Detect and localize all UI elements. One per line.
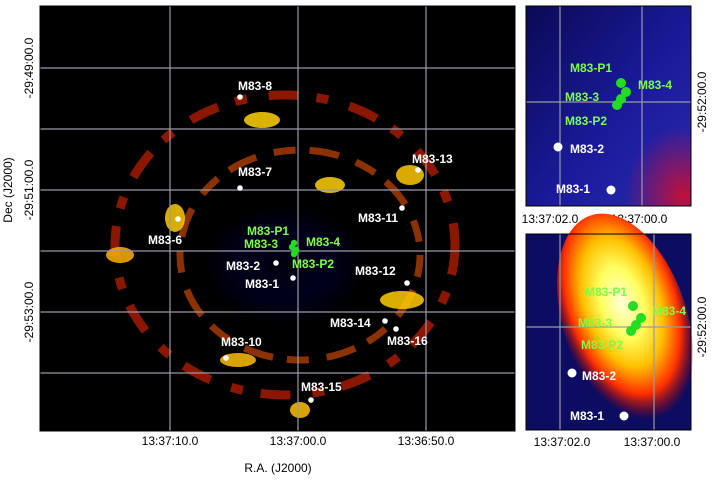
inset-bottom-marker-1: [619, 411, 629, 421]
inset-bottom-marker-2: [567, 368, 577, 378]
label-m83-10: M83-10: [221, 335, 262, 349]
y-axis-label: Dec (J2000): [1, 157, 15, 222]
label-m83-15: M83-15: [301, 380, 342, 394]
inset-bottom-label-3: M83-3: [578, 316, 612, 330]
marker-m83-14: [382, 318, 388, 324]
inset-bottom-label-p2: M83-P2: [581, 338, 623, 352]
marker-m83-12: [404, 280, 410, 286]
marker-m83-10: [223, 355, 229, 361]
inset-bottom-label-4: M83-4: [652, 304, 686, 318]
main-map-frame: [39, 5, 516, 432]
inset-bottom-y-tick: -29:52:00.0: [695, 296, 709, 357]
main-markers: [175, 94, 421, 403]
main-y-tick-2: -29:53:00.0: [22, 281, 36, 342]
label-m83-13: M83-13: [412, 152, 453, 166]
inset-bottom-marker-4: [636, 313, 646, 323]
label-m83-4: M83-4: [306, 235, 340, 249]
main-x-tick-1: 13:37:00.0: [270, 434, 327, 448]
inset-bottom-marker-p2: [626, 326, 636, 336]
label-m83-8: M83-8: [238, 79, 272, 93]
main-x-tick-0: 13:37:10.0: [142, 434, 199, 448]
label-m83-7: M83-7: [238, 165, 272, 179]
inset-bottom-label-p1: M83-P1: [585, 285, 627, 299]
inset-top-marker-p1: [616, 78, 626, 88]
main-y-tick-0: -29:49:00.0: [22, 37, 36, 98]
label-m83-2: M83-2: [226, 259, 260, 273]
inset-bottom-marker-p1: [628, 301, 638, 311]
inset-bottom-label-2: M83-2: [582, 369, 616, 383]
label-m83-12: M83-12: [355, 264, 396, 278]
main-x-tick-2: 13:36:50.0: [398, 434, 455, 448]
inset-bottom-panel: M83-P1 M83-4 M83-3 M83-P2 M83-2 M83-1: [525, 213, 694, 431]
inset-bottom-x-tick-0: 13:37:02.0: [534, 435, 591, 449]
inset-top-grid: [526, 6, 691, 206]
inset-bottom-x-tick-1: 13:37:00.0: [624, 435, 681, 449]
inset-top-marker-4: [621, 87, 631, 97]
marker-m83-11: [399, 205, 405, 211]
label-m83-11: M83-11: [358, 211, 398, 225]
label-m83-p2: M83-P2: [292, 257, 334, 271]
inset-top-label-2: M83-2: [570, 142, 604, 156]
marker-m83-6: [175, 216, 181, 222]
central-void: [205, 205, 365, 325]
main-grid: [40, 6, 515, 431]
inset-top-label-4: M83-4: [638, 78, 672, 92]
inset-top-marker-p2: [612, 100, 622, 110]
inset-top-y-tick: -29:52:00.0: [695, 71, 709, 132]
label-m83-16: M83-16: [387, 334, 428, 348]
x-axis-label: R.A. (J2000): [244, 461, 311, 475]
marker-m83-7: [237, 185, 243, 191]
marker-m83-1: [290, 275, 296, 281]
hot-spots: [106, 112, 424, 418]
inset-bottom-grid: [526, 234, 691, 430]
inset-top-label-3: M83-3: [565, 90, 599, 104]
marker-m83-15: [308, 397, 314, 403]
inset-top-panel: M83-P1 M83-4 M83-3 M83-P2 M83-2 M83-1: [525, 5, 692, 207]
marker-m83-2: [273, 260, 279, 266]
main-y-tick-1: -29:51:00.0: [22, 159, 36, 220]
spiral-arm-outer: [110, 90, 460, 400]
main-map-panel: [40, 6, 515, 431]
main-labels: M83-8 M83-7 M83-13 M83-11 M83-6 M83-P1 M…: [148, 79, 453, 394]
inset-top-marker-2: [553, 142, 563, 152]
inset-top-warm-region: [526, 6, 691, 206]
inset-top-label-1: M83-1: [556, 182, 590, 196]
marker-m83-p2: [290, 250, 298, 258]
main-y-ticks: -29:49:00.0 -29:51:00.0 -29:53:00.0: [22, 37, 36, 342]
spiral-arm-inner: [176, 146, 424, 364]
label-m83-1: M83-1: [245, 277, 279, 291]
inset-top-x-tick-0: 13:37:02.0: [522, 212, 579, 226]
inset-bottom-label-1: M83-1: [570, 409, 604, 423]
main-x-ticks: 13:37:10.0 13:37:00.0 13:36:50.0: [142, 434, 455, 448]
marker-m83-16: [393, 326, 399, 332]
marker-m83-13: [415, 167, 421, 173]
marker-m83-8: [237, 94, 243, 100]
label-m83-6: M83-6: [148, 233, 182, 247]
inset-top-marker-1: [606, 185, 616, 195]
label-m83-3: M83-3: [244, 237, 278, 251]
inset-top-label-p2: M83-P2: [565, 114, 607, 128]
label-m83-14: M83-14: [330, 316, 371, 330]
label-m83-p1: M83-P1: [247, 224, 289, 238]
inset-top-label-p1: M83-P1: [570, 61, 612, 75]
inset-bottom-emission-blob: [556, 213, 694, 427]
